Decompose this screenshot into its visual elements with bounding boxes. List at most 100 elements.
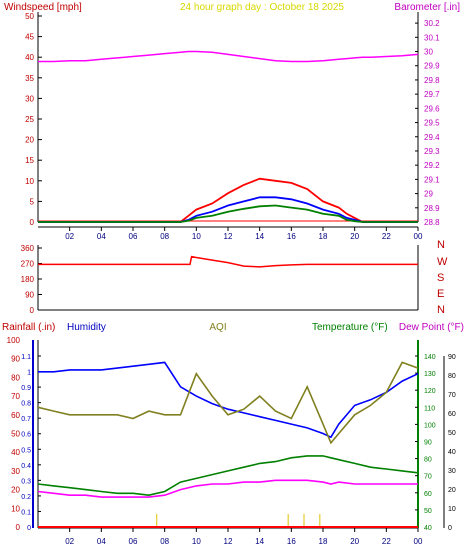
time-tick-label: 18 (319, 232, 328, 241)
wind-tick-label: 30 (25, 94, 34, 103)
barometer-tick-label: 29.5 (424, 119, 440, 128)
wind-tick-label: 40 (25, 53, 34, 62)
direction-panel-frame (37, 245, 419, 311)
compass-direction-label: W (437, 256, 448, 268)
humidity-tick-label: 60 (11, 411, 20, 420)
rainfall-tick-label: 0.2 (21, 494, 31, 501)
rainfall-tick-label: 1 (27, 370, 31, 377)
temperature-tick-label: 40 (424, 525, 432, 532)
rainfall-tick-label: 0.3 (21, 478, 31, 485)
wind-barometer-series (38, 50, 419, 223)
dewpoint-axis-title: Dew Point (°F) (399, 322, 464, 333)
humidity-tick-label: 0 (16, 523, 21, 532)
dew-point-line (37, 479, 418, 498)
barometer-tick-label: 29.6 (424, 104, 440, 113)
humidity-tick-label: 90 (11, 355, 20, 364)
wind-direction-line (38, 255, 418, 268)
time-tick-label: 22 (382, 232, 391, 241)
barometer-line (38, 50, 419, 63)
dewpoint-tick-label: 60 (448, 411, 456, 418)
wind-tick-label: 15 (25, 156, 34, 165)
humidity-axis-title: Humidity (67, 322, 106, 333)
temperature-axis-title: Temperature (°F) (312, 322, 388, 333)
time-tick-label: 22 (382, 537, 391, 546)
chart-title: 24 hour graph day : October 18 2025 (180, 2, 344, 13)
barometer-tick-label: 30 (424, 48, 433, 57)
wind-tick-label: 35 (25, 74, 34, 83)
wind-direction-series (38, 255, 418, 268)
temperature-tick-label: 140 (424, 354, 436, 361)
humidity-tick-label: 10 (11, 504, 20, 513)
temperature-tick-label: 100 (424, 422, 436, 429)
wind-tick-label: 10 (25, 177, 34, 186)
direction-tick-label: 90 (25, 291, 34, 300)
compass-direction-label: E (437, 288, 444, 300)
barometer-tick-label: 29 (424, 190, 433, 199)
aqi-axis-title: AQI (209, 322, 226, 333)
barometer-tick-label: 28.8 (424, 218, 440, 227)
humidity-line (38, 361, 419, 439)
rainfall-tick-label: 0.8 (21, 401, 31, 408)
time-tick-label: 16 (287, 537, 296, 546)
dewpoint-tick-label: 70 (448, 392, 456, 399)
time-tick-label: 00 (414, 537, 423, 546)
rainfall-tick-label: 1.1 (21, 354, 31, 361)
dewpoint-tick-label: 80 (448, 373, 456, 380)
wind-tick-label: 20 (25, 136, 34, 145)
wind-series-line (38, 204, 418, 223)
weather-series (37, 361, 419, 528)
time-tick-label: 02 (65, 232, 74, 241)
humidity-tick-label: 80 (11, 373, 20, 382)
wind-tick-label: 45 (25, 33, 34, 42)
wind-tick-label: 0 (30, 218, 35, 227)
grid-lines (38, 15, 445, 532)
time-tick-label: 16 (287, 232, 296, 241)
time-tick-label: 14 (255, 537, 264, 546)
temperature-tick-label: 60 (424, 491, 432, 498)
barometer-tick-label: 29.8 (424, 76, 440, 85)
time-tick-label: 14 (255, 232, 264, 241)
barometer-tick-label: 29.3 (424, 147, 440, 156)
wind-axis-title: Windspeed [mph] (4, 2, 82, 13)
barometer-tick-label: 29.9 (424, 62, 440, 71)
temperature-tick-label: 120 (424, 388, 436, 395)
rainfall-tick-label: 0 (27, 525, 31, 532)
time-tick-label: 10 (192, 537, 201, 546)
direction-tick-label: 360 (21, 244, 35, 253)
time-tick-label: 12 (224, 232, 233, 241)
compass-direction-label: S (437, 272, 444, 284)
rainfall-tick-label: 0.5 (21, 447, 31, 454)
humidity-tick-label: 100 (7, 336, 21, 345)
direction-tick-label: 270 (21, 260, 35, 269)
dewpoint-tick-label: 30 (448, 468, 456, 475)
dewpoint-tick-label: 20 (448, 487, 456, 494)
compass-direction-label: N (437, 239, 445, 251)
time-tick-label: 20 (350, 537, 359, 546)
direction-tick-label: 180 (21, 275, 35, 284)
aqi-line (37, 361, 419, 445)
wind-tick-label: 50 (25, 12, 34, 21)
temperature-tick-label: 90 (424, 440, 432, 447)
barometer-tick-label: 29.4 (424, 133, 440, 142)
time-tick-label: 12 (224, 537, 233, 546)
barometer-tick-label: 30.2 (424, 19, 440, 28)
rainfall-tick-label: 0.1 (21, 509, 31, 516)
time-tick-label: 10 (192, 232, 201, 241)
time-tick-label: 02 (65, 537, 74, 546)
barometer-tick-label: 30.1 (424, 33, 440, 42)
wind-tick-label: 25 (25, 115, 34, 124)
temperature-tick-label: 130 (424, 371, 436, 378)
time-tick-label: 20 (350, 232, 359, 241)
dewpoint-tick-label: 10 (448, 506, 456, 513)
time-tick-label: 08 (160, 232, 169, 241)
humidity-tick-label: 20 (11, 486, 20, 495)
time-tick-label: 06 (129, 537, 138, 546)
barometer-tick-label: 29.1 (424, 175, 440, 184)
rainfall-tick-label: 0.7 (21, 416, 31, 423)
dewpoint-tick-label: 0 (448, 525, 452, 532)
barometer-axis-title: Barometer [.in] (394, 2, 460, 13)
direction-tick-label: 0 (30, 306, 35, 315)
temperature-tick-label: 80 (424, 457, 432, 464)
